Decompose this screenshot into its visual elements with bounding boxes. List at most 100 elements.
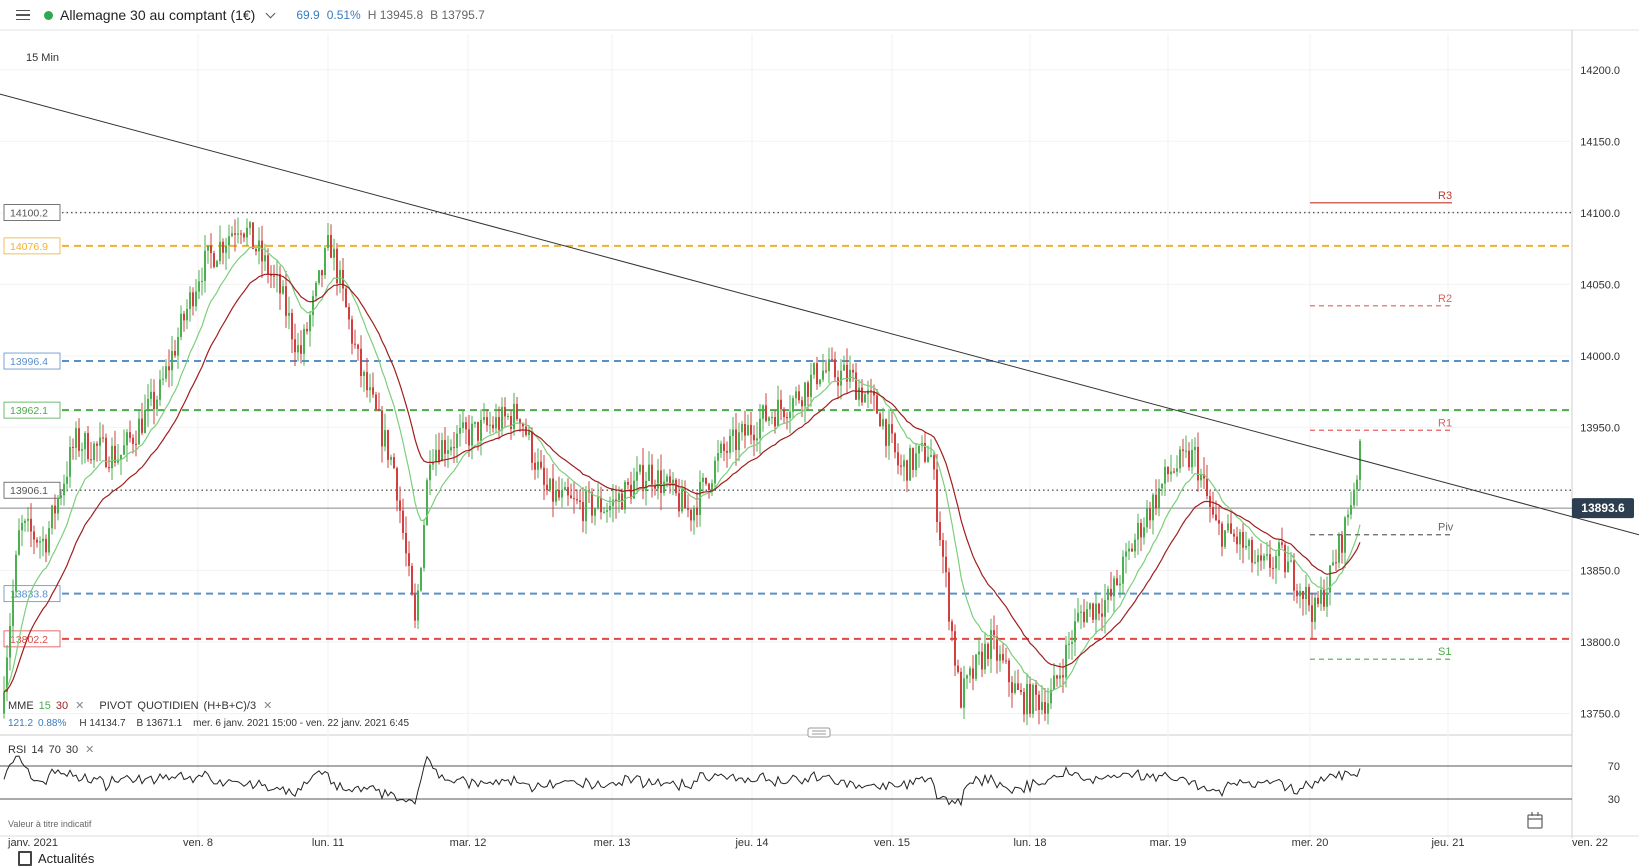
instrument-name[interactable]: Allemagne 30 au comptant (1€): [60, 7, 256, 23]
panel-resize-handle[interactable]: [807, 727, 831, 738]
candle-body: [609, 505, 611, 511]
candle-body: [33, 531, 35, 540]
candle-body: [771, 417, 773, 419]
candle-body: [129, 432, 131, 438]
candle-body: [861, 387, 863, 403]
candle-body: [1155, 494, 1157, 509]
trend-line[interactable]: [0, 93, 1639, 536]
candle-body: [597, 497, 599, 509]
change-value: 69.9: [296, 8, 320, 22]
calendar-icon[interactable]: [1527, 812, 1543, 829]
candle-body: [1245, 546, 1247, 548]
candle-body: [963, 678, 965, 708]
ema-label[interactable]: MME: [8, 699, 34, 712]
candle-body: [303, 328, 305, 354]
candle-body: [201, 280, 203, 282]
candle-body: [1182, 449, 1184, 451]
candle-body: [1236, 536, 1238, 545]
candle-body: [822, 370, 824, 380]
candle-body: [1347, 514, 1349, 518]
candle-body: [483, 417, 485, 421]
close-pivot-icon[interactable]: ✕: [263, 700, 273, 712]
news-label[interactable]: Actualités: [38, 851, 95, 866]
pivot-levels: R3 R2 R1 Piv S1: [1310, 190, 1454, 660]
candle-body: [39, 541, 41, 543]
candle-body: [864, 394, 866, 403]
candle-body: [1068, 643, 1070, 645]
range-value: 121.2: [8, 718, 34, 729]
candle-body: [702, 477, 704, 482]
news-section[interactable]: Actualités: [18, 851, 94, 866]
candle-body: [435, 449, 437, 463]
candle-body: [288, 312, 290, 316]
candle-body: [777, 399, 779, 427]
price-level-box: [3, 352, 61, 370]
candle-body: [444, 440, 446, 454]
candle-body: [555, 490, 557, 502]
period-low: B 13671.1: [136, 718, 183, 729]
candle-body: [993, 630, 995, 637]
candle-body: [948, 572, 950, 622]
rsi-label[interactable]: RSI: [8, 743, 27, 756]
candle-body: [960, 671, 962, 708]
candle-body: [1218, 520, 1220, 524]
candle-body: [297, 345, 299, 353]
candle-body: [411, 565, 413, 595]
candle-body: [729, 435, 731, 453]
candle-body: [1116, 578, 1118, 586]
candle-body: [150, 391, 152, 399]
candle-body: [1272, 567, 1274, 569]
candle-body: [936, 469, 938, 522]
candle-body: [831, 359, 833, 361]
candle-body: [1050, 689, 1052, 704]
candle-body: [492, 424, 494, 429]
price-level-box: [3, 585, 61, 603]
timeframe-label[interactable]: 15 Min: [26, 52, 60, 64]
candle-body: [162, 378, 164, 380]
close-rsi-icon[interactable]: ✕: [85, 744, 95, 756]
close-ema-icon[interactable]: ✕: [75, 700, 85, 712]
candle-body: [237, 233, 239, 235]
candle-body: [1353, 489, 1355, 506]
menu-icon[interactable]: [16, 9, 30, 21]
candle-body: [270, 274, 272, 276]
candle-body: [333, 248, 335, 258]
candle-body: [1302, 590, 1304, 600]
candle-body: [363, 372, 365, 376]
candle-body: [585, 491, 587, 522]
rsi-panel: 70 30: [0, 755, 1620, 807]
candle-body: [501, 407, 503, 430]
candle-body: [1179, 449, 1181, 469]
time-axis: janv. 2021 ven. 8 lun. 11 mar. 12 mer. 13 jeu…: [0, 835, 1639, 849]
candle-body: [1344, 517, 1346, 553]
candle-body: [54, 505, 56, 514]
candle-body: [63, 483, 65, 496]
candle-body: [519, 419, 521, 424]
candle-body: [975, 654, 977, 679]
candle-body: [450, 447, 452, 451]
y-tick-label: 13750.0: [1580, 709, 1620, 721]
rsi-tick-label: 70: [1608, 761, 1620, 773]
pivot-formula: (H+B+C)/3: [203, 699, 257, 712]
candle-body: [1107, 588, 1109, 601]
candle-body: [222, 241, 224, 253]
candle-body: [177, 337, 179, 356]
candle-body: [96, 443, 98, 446]
candle-body: [252, 222, 254, 250]
candle-body: [426, 480, 428, 525]
trendline[interactable]: [0, 93, 1639, 536]
candle-body: [792, 398, 794, 412]
candle-body: [846, 364, 848, 382]
pivot-label[interactable]: PIVOT: [99, 699, 133, 712]
candle-body: [1047, 703, 1049, 714]
candle-body: [1257, 555, 1259, 563]
footnote: Valeur à titre indicatif: [8, 819, 91, 829]
resize-handle[interactable]: [807, 727, 831, 738]
candle-body: [318, 270, 320, 283]
candle-body: [384, 430, 386, 447]
candle-body: [189, 292, 191, 309]
candle-body: [180, 313, 182, 338]
candle-body: [1158, 488, 1160, 509]
candle-body: [1281, 542, 1283, 545]
